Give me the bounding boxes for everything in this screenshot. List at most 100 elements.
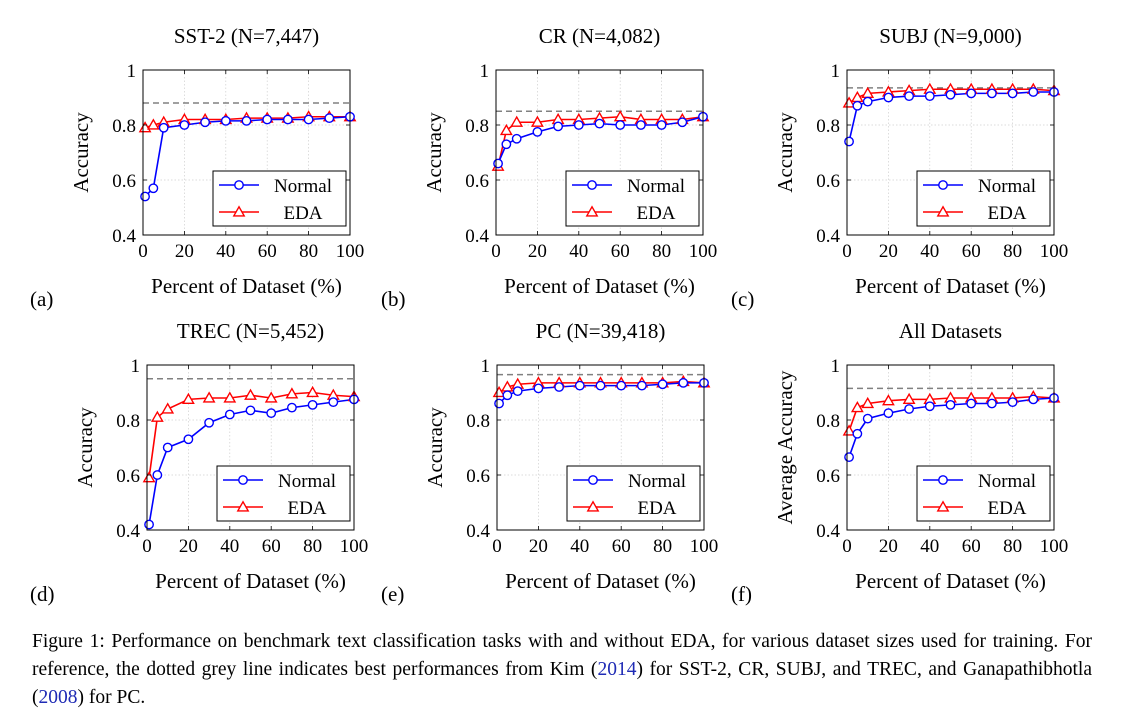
- panel-label: (c): [731, 287, 754, 311]
- data-point-eda: [306, 385, 320, 398]
- plot-frame: [495, 69, 704, 236]
- caption-ref-ganapathibhotla[interactable]: 2008: [38, 687, 78, 708]
- data-point-normal: [615, 120, 626, 130]
- legend-label-eda: EDA: [637, 498, 676, 519]
- legend-label-eda: EDA: [987, 498, 1026, 519]
- data-point-normal: [924, 401, 935, 412]
- data-point-normal: [1007, 397, 1018, 408]
- data-point-eda: [150, 410, 164, 422]
- y-tick-label: 0.4: [816, 226, 840, 247]
- chart-panel-5: 0 20 40 60 80 100 0.4 0.6 0.8 1 PC (N=39,418) Perce…: [381, 319, 718, 606]
- legend-label-eda: EDA: [287, 498, 326, 519]
- data-point-eda: [613, 110, 627, 122]
- y-axis-label: Accuracy: [422, 112, 446, 193]
- data-point-normal: [282, 114, 293, 125]
- data-point-normal: [303, 114, 314, 125]
- legend-marker-eda: [232, 205, 246, 217]
- x-tick-label: 0: [492, 536, 502, 557]
- legend-box: [916, 465, 1051, 522]
- y-axis-label: Average Accuracy: [773, 370, 797, 525]
- x-tick-label: 0: [842, 241, 852, 262]
- x-tick-label: 40: [570, 536, 589, 557]
- x-tick-label: 80: [1003, 536, 1022, 557]
- data-point-eda: [202, 391, 216, 403]
- y-tick-label: 0.8: [112, 116, 136, 137]
- x-tick-label: 60: [962, 536, 981, 557]
- data-point-normal: [595, 380, 606, 391]
- legend-label-eda: EDA: [987, 203, 1026, 224]
- data-point-normal: [532, 126, 543, 137]
- data-point-eda: [861, 396, 875, 409]
- chart-panel-3: 0 20 40 60 80 100 0.4 0.6 0.8 1 SUBJ (N=9,000) Perc…: [731, 24, 1068, 311]
- data-point-normal: [511, 133, 522, 144]
- caption-text-2: ) for SST-2, CR, SUBJ, and TREC, and Gan…: [32, 659, 1092, 708]
- y-tick-label: 0.8: [466, 411, 490, 432]
- panel-label: (a): [30, 287, 53, 311]
- caption-text-3: ) for PC.: [77, 687, 146, 708]
- x-tick-label: 20: [529, 536, 548, 557]
- plot-frame: [496, 364, 705, 531]
- caption-label: Figure 1:: [32, 631, 105, 652]
- data-point-eda: [223, 391, 237, 403]
- x-tick-label: 100: [1040, 241, 1069, 262]
- data-point-normal: [883, 408, 894, 419]
- x-axis-label: Percent of Dataset (%): [155, 569, 346, 593]
- data-point-normal: [512, 386, 523, 397]
- series-line-eda: [148, 391, 355, 478]
- data-point-normal: [987, 398, 997, 409]
- panel-label: (e): [381, 582, 404, 606]
- y-tick-label: 0.8: [465, 116, 489, 137]
- legend-marker-normal: [588, 475, 598, 485]
- data-point-normal: [324, 113, 335, 124]
- y-axis-label: Accuracy: [69, 112, 93, 193]
- y-tick-label: 1: [131, 356, 141, 377]
- x-tick-label: 40: [216, 241, 235, 262]
- data-point-normal: [1028, 394, 1039, 405]
- data-point-eda: [492, 385, 506, 398]
- y-tick-label: 1: [480, 61, 490, 82]
- data-point-eda: [850, 401, 864, 413]
- data-point-normal: [328, 397, 339, 408]
- y-tick-label: 0.4: [466, 521, 490, 542]
- x-tick-label: 20: [879, 241, 898, 262]
- legend-label-normal: Normal: [978, 176, 1036, 197]
- x-tick-label: 60: [262, 536, 281, 557]
- data-point-normal: [241, 115, 252, 126]
- data-point-normal: [502, 390, 513, 401]
- legend-box: [566, 465, 701, 522]
- x-tick-label: 60: [611, 241, 630, 262]
- x-tick-label: 60: [258, 241, 277, 262]
- data-point-eda: [146, 118, 160, 130]
- y-tick-label: 1: [127, 61, 137, 82]
- y-tick-label: 0.4: [116, 521, 140, 542]
- data-point-normal: [148, 183, 159, 194]
- legend-box: [216, 465, 351, 522]
- y-tick-label: 1: [831, 356, 841, 377]
- data-point-normal: [1007, 88, 1018, 99]
- data-point-normal: [862, 96, 873, 107]
- data-point-normal: [945, 399, 956, 410]
- data-point-normal: [493, 158, 503, 169]
- chart-panel-2: 0 20 40 60 80 100 0.4 0.6 0.8 1 CR (N=4,082) Percen…: [381, 24, 717, 311]
- caption-ref-kim[interactable]: 2014: [597, 659, 637, 680]
- x-tick-label: 20: [528, 241, 547, 262]
- data-point-normal: [224, 409, 235, 420]
- y-tick-label: 0.6: [112, 171, 136, 192]
- data-point-eda: [264, 391, 278, 403]
- data-point-normal: [307, 399, 318, 410]
- data-point-normal: [183, 434, 194, 445]
- legend-marker-eda: [936, 205, 950, 217]
- data-point-normal: [844, 136, 854, 147]
- legend: Normal EDA: [212, 170, 347, 227]
- panel-label: (f): [731, 582, 752, 606]
- legend-marker-eda: [585, 205, 599, 217]
- x-tick-label: 0: [842, 536, 852, 557]
- legend-label-normal: Normal: [978, 471, 1036, 492]
- x-tick-label: 20: [879, 536, 898, 557]
- chart-title: PC (N=39,418): [536, 319, 666, 343]
- plot-frame: [146, 364, 355, 531]
- legend-box: [565, 170, 700, 227]
- data-point-eda: [161, 402, 175, 414]
- figure-caption: Figure 1: Performance on benchmark text …: [32, 628, 1092, 712]
- y-tick-label: 0.4: [465, 226, 489, 247]
